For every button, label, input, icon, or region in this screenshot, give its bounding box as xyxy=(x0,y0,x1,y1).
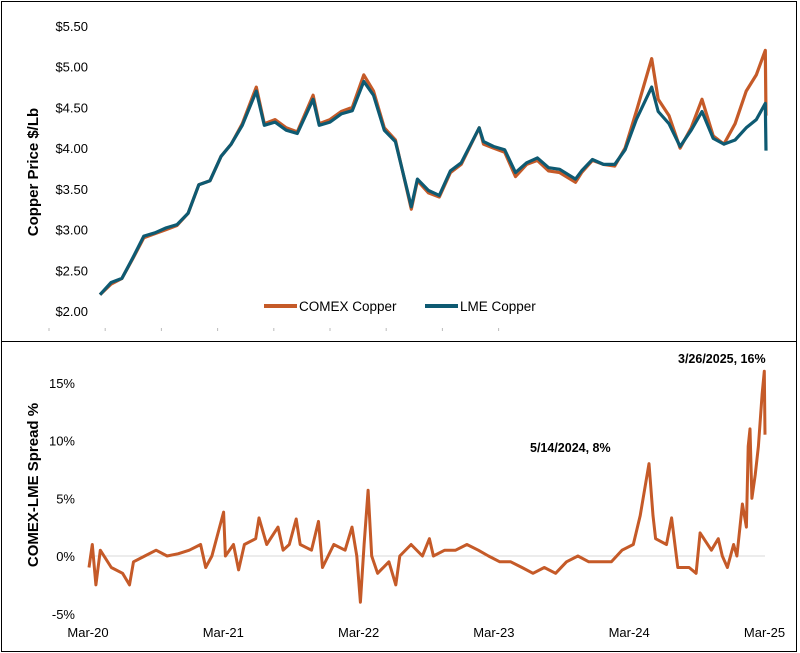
lme-copper-line xyxy=(98,79,768,296)
spread-y-tick-label: 5% xyxy=(56,491,75,506)
price-y-tick-label: $2.50 xyxy=(55,263,88,278)
spread-y-axis-title: COMEX-LME Spread % xyxy=(25,403,42,567)
annotation-may-2024: 5/14/2024, 8% xyxy=(530,441,611,455)
spread-y-tick-label: 0% xyxy=(56,549,75,564)
spread-y-tick-label: -5% xyxy=(52,607,76,622)
legend-label-comex: COMEX Copper xyxy=(299,299,397,314)
x-tick-label: Mar-20 xyxy=(67,625,108,640)
legend: COMEX Copper LME Copper xyxy=(264,299,536,314)
x-tick-label: Mar-25 xyxy=(744,625,785,640)
x-tick-label: Mar-24 xyxy=(609,625,650,640)
comex-copper-line xyxy=(98,48,768,296)
price-y-tick-label: $4.00 xyxy=(55,141,88,156)
price-y-tick-label: $2.00 xyxy=(55,304,88,319)
spread-line xyxy=(87,369,767,604)
price-y-axis-title: Copper Price $/Lb xyxy=(25,108,42,236)
spread-panel xyxy=(1,341,797,652)
x-tick-label: Mar-22 xyxy=(338,625,379,640)
price-y-tick-label: $5.00 xyxy=(55,60,88,75)
price-y-tick-label: $5.50 xyxy=(55,19,88,34)
annotation-mar-2025: 3/26/2025, 16% xyxy=(678,352,766,366)
x-tick-label: Mar-21 xyxy=(203,625,244,640)
x-tick-label: Mar-23 xyxy=(473,625,514,640)
price-y-tick-label: $3.00 xyxy=(55,223,88,238)
price-y-tick-label: $3.50 xyxy=(55,182,88,197)
spread-y-tick-label: 15% xyxy=(49,376,75,391)
price-y-tick-label: $4.50 xyxy=(55,100,88,115)
spread-y-tick-label: 10% xyxy=(49,434,75,449)
legend-label-lme: LME Copper xyxy=(460,299,536,314)
